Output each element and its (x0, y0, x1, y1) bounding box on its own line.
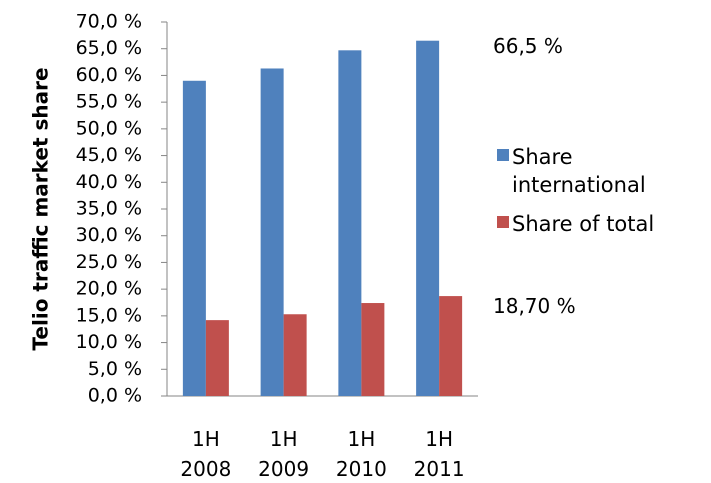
annotation: 66,5 % (493, 34, 563, 58)
bar (260, 68, 284, 397)
bar (182, 80, 206, 397)
y-tick-label: 10,0 % (76, 331, 142, 353)
legend-swatch (497, 216, 509, 228)
y-tick-label: 0,0 % (88, 385, 142, 407)
legend-label: Share international (512, 145, 646, 197)
y-tick-label: 5,0 % (88, 358, 142, 380)
bar (361, 303, 385, 396)
x-tick-label: 1H 2011 (413, 427, 465, 481)
y-tick-label: 55,0 % (76, 91, 142, 113)
bar (283, 314, 307, 396)
y-axis-label: Telio traffic market share (29, 67, 53, 350)
y-tick-label: 20,0 % (76, 278, 142, 300)
bar (416, 40, 440, 396)
y-tick-label: 45,0 % (76, 144, 142, 166)
y-tick-label: 50,0 % (76, 117, 142, 139)
y-tick-label: 60,0 % (76, 64, 142, 86)
bar (439, 296, 463, 396)
x-tick-label: 1H 2008 (180, 427, 232, 481)
y-tick-label: 70,0 % (76, 11, 142, 33)
y-tick-label: 35,0 % (76, 198, 142, 220)
bar (205, 320, 229, 396)
y-tick-label: 15,0 % (76, 304, 142, 326)
y-tick-label: 65,0 % (76, 37, 142, 59)
x-tick-label: 1H 2010 (335, 427, 387, 481)
y-tick-label: 30,0 % (76, 224, 142, 246)
x-tick-label: 1H 2009 (258, 427, 310, 481)
legend-swatch (497, 149, 509, 161)
y-tick-label: 25,0 % (76, 251, 142, 273)
y-tick-label: 40,0 % (76, 171, 142, 193)
bar (338, 50, 362, 397)
legend-label: Share of total (512, 212, 655, 236)
annotation: 18,70 % (493, 294, 576, 318)
